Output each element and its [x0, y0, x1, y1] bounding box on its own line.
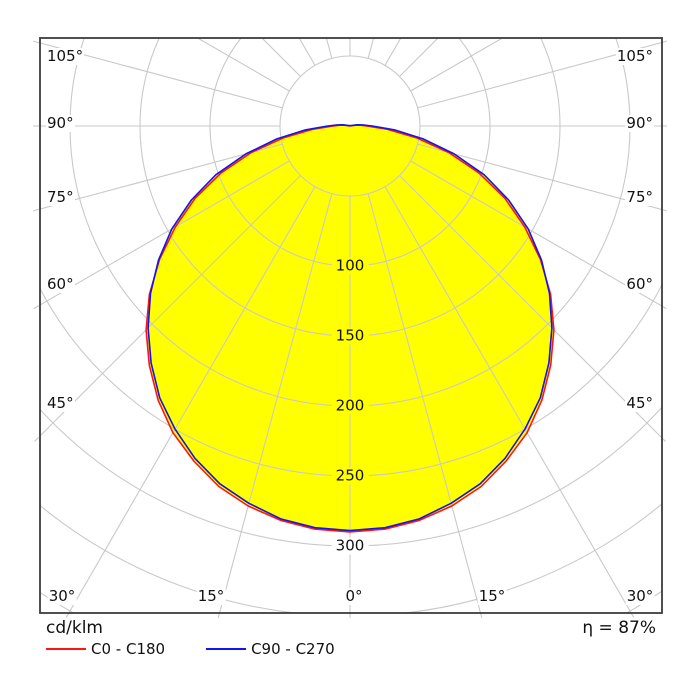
angle-label-right-45: 45° [625, 394, 654, 412]
radial-label-200: 200 [331, 397, 369, 415]
legend: C0 - C180 C90 - C270 [46, 640, 335, 658]
angle-label-right-105: 105° [615, 47, 654, 65]
angle-label-bottom-1: 15° [196, 587, 226, 605]
angle-label-bottom-2: 0° [344, 587, 364, 605]
angle-label-left-45: 45° [46, 394, 75, 412]
angle-label-bottom-0: 30° [47, 587, 77, 605]
angle-label-right-90: 90° [625, 114, 654, 132]
angle-label-bottom-3: 15° [477, 587, 507, 605]
radial-label-100: 100 [331, 257, 369, 275]
unit-label: cd/klm [46, 618, 103, 638]
angle-label-right-60: 60° [625, 275, 654, 293]
legend-line-c0-icon [46, 648, 86, 650]
radial-label-150: 150 [331, 327, 369, 345]
radial-label-300: 300 [331, 537, 369, 555]
legend-label-c0: C0 - C180 [91, 640, 166, 658]
angle-label-left-60: 60° [46, 275, 75, 293]
legend-label-c90: C90 - C270 [251, 640, 335, 658]
angle-label-right-75: 75° [625, 188, 654, 206]
legend-line-c90-icon [206, 648, 247, 650]
angle-label-bottom-4: 30° [625, 587, 655, 605]
angle-label-left-90: 90° [46, 114, 75, 132]
radial-label-250: 250 [331, 467, 369, 485]
angle-label-left-75: 75° [46, 188, 75, 206]
angle-label-left-105: 105° [46, 47, 85, 65]
efficiency-label: η = 87% [582, 618, 656, 638]
